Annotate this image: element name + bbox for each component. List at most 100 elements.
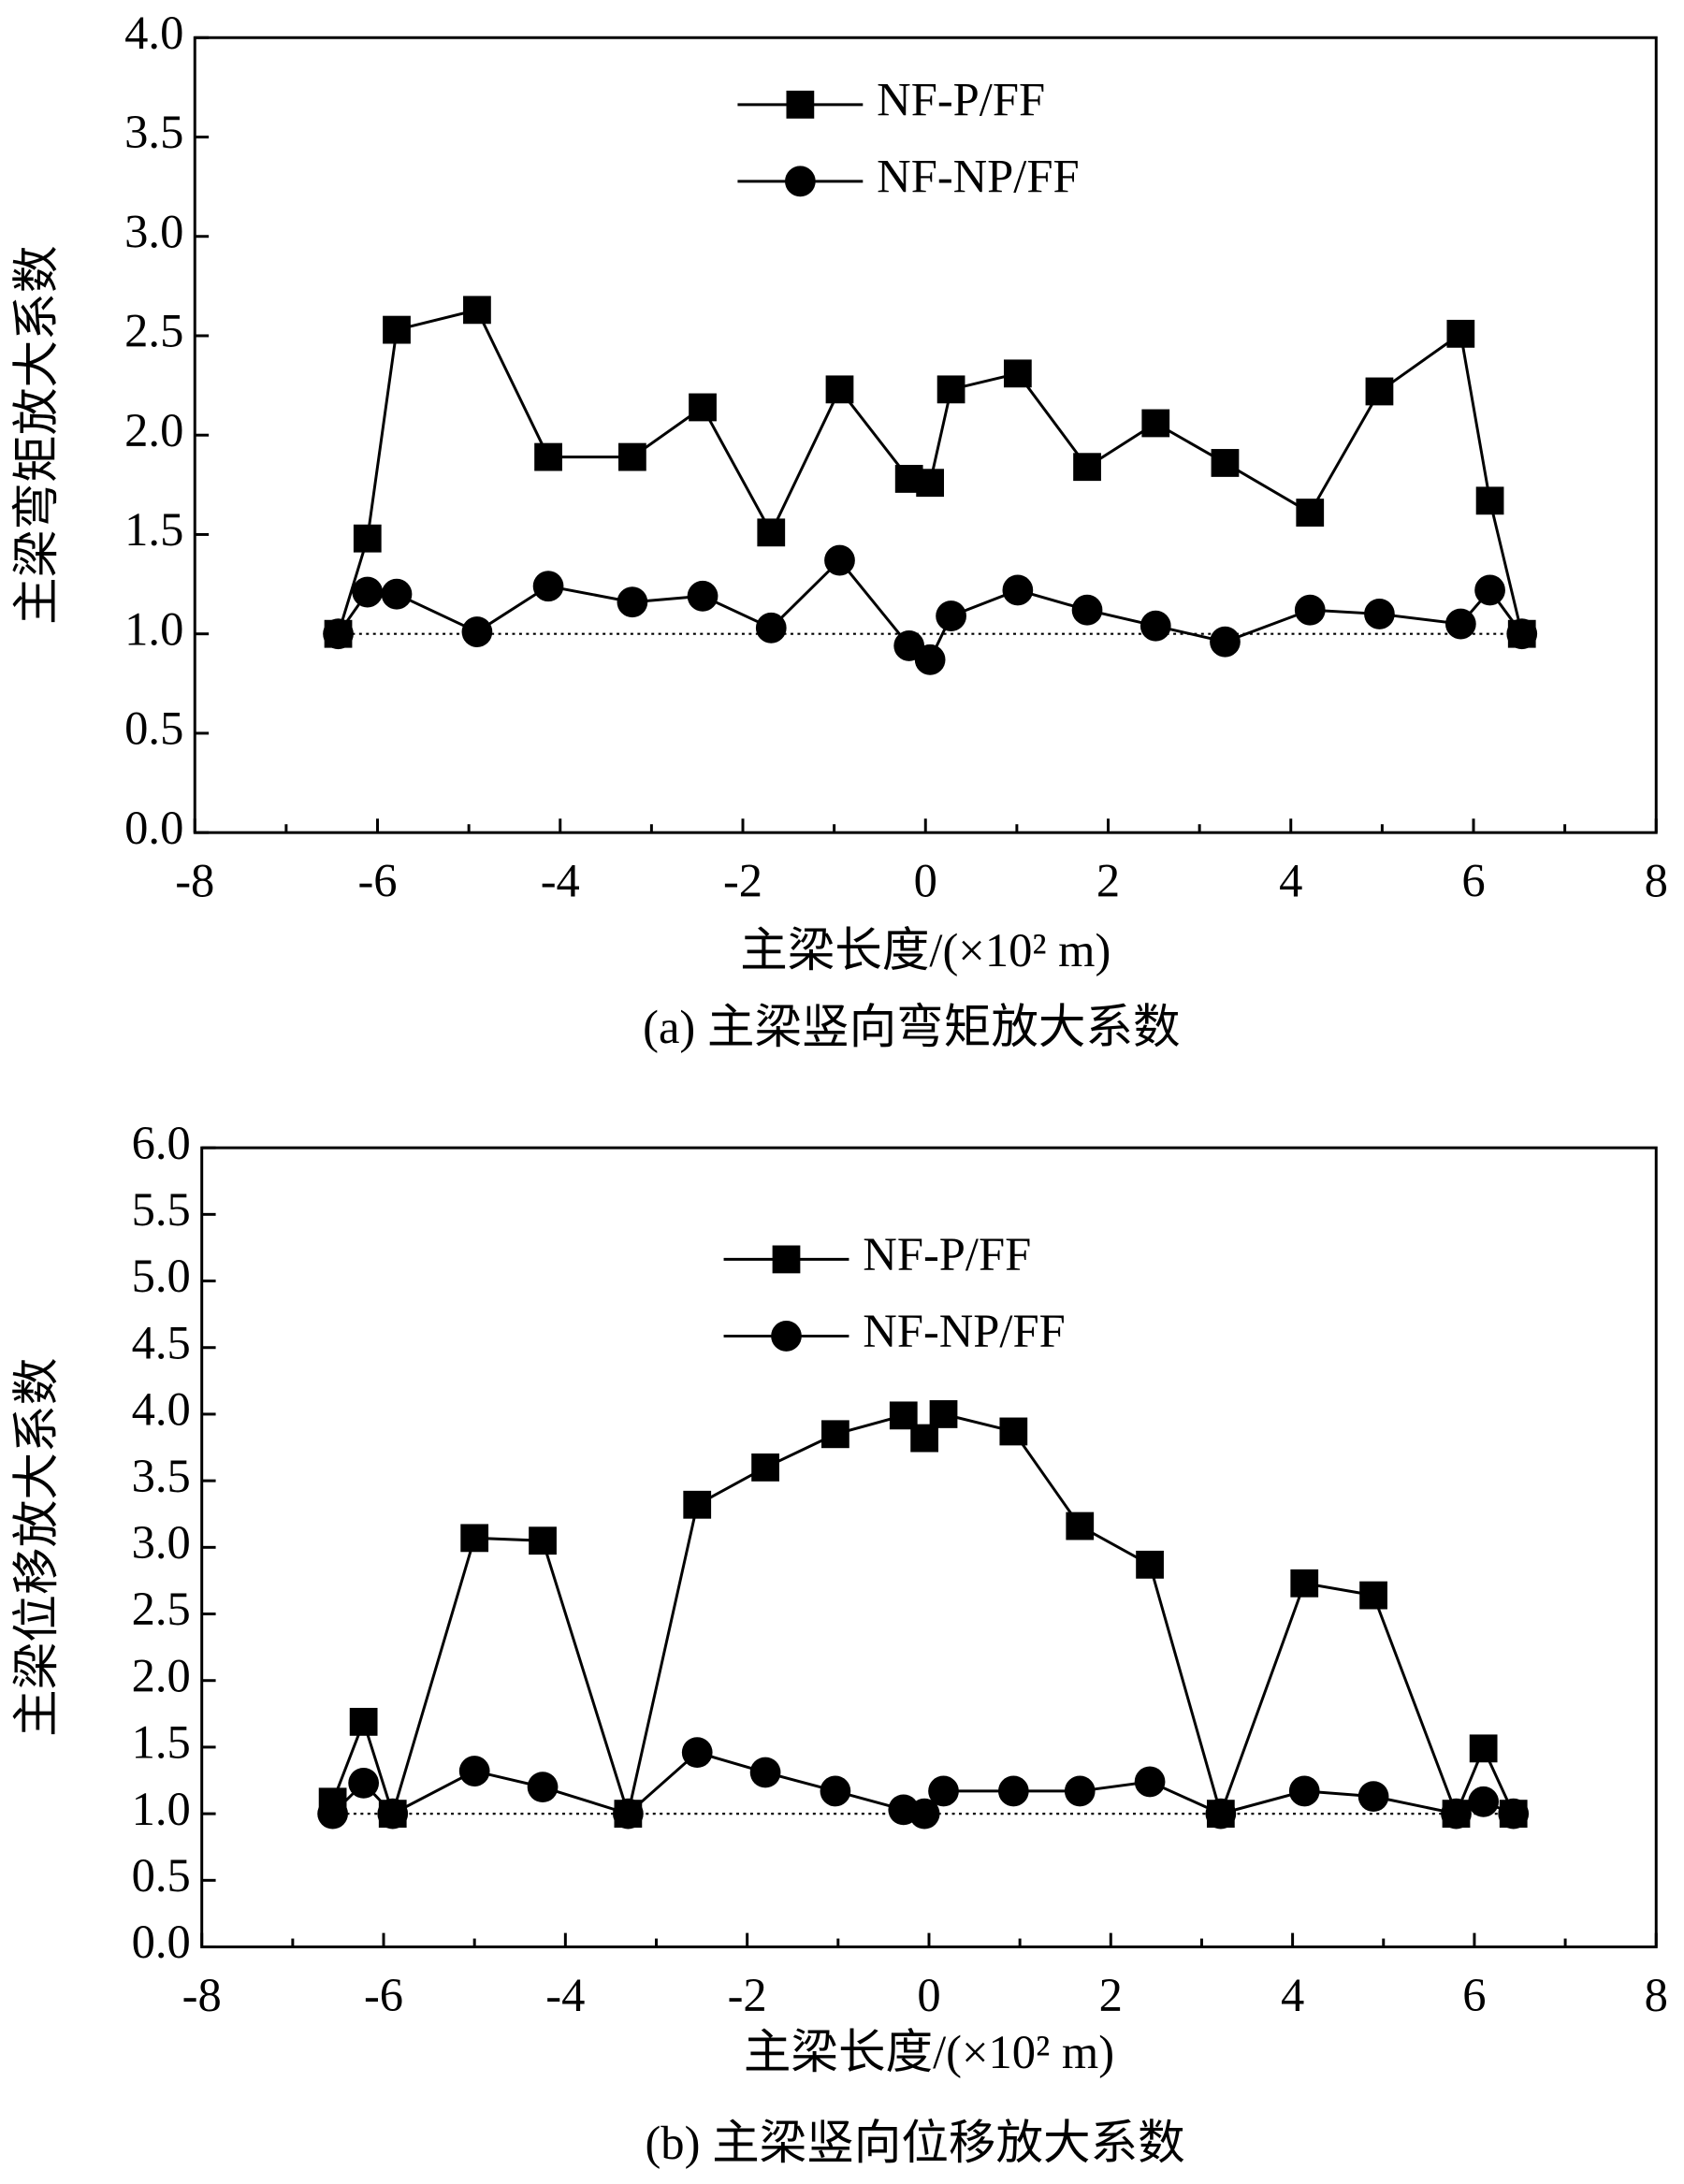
y-tick-label: 1.5	[124, 503, 183, 556]
y-tick-label: 2.5	[124, 305, 183, 357]
y-axis-label: 主梁弯矩放大系数	[10, 245, 63, 624]
marker	[1468, 1786, 1500, 1817]
marker	[317, 1798, 348, 1830]
marker	[1498, 1798, 1530, 1830]
marker	[997, 1775, 1029, 1807]
series-line	[331, 1412, 1516, 1819]
x-tick-label: -6	[364, 1969, 403, 2021]
x-tick-label: 2	[1099, 1969, 1123, 2021]
marker	[527, 1772, 559, 1803]
marker	[929, 1400, 958, 1428]
marker	[999, 1417, 1028, 1446]
legend-label: NF-NP/FF	[877, 150, 1079, 202]
marker	[1134, 1766, 1166, 1798]
legend-marker	[771, 1321, 802, 1352]
y-tick-label: 0.0	[124, 802, 183, 854]
x-tick-label: 8	[1645, 854, 1668, 906]
x-tick-label: 4	[1279, 854, 1302, 906]
x-axis-label: 主梁长度/(×10² m)	[744, 2026, 1114, 2078]
marker	[751, 1453, 779, 1482]
caption: (b) 主梁竖向位移放大系数	[645, 2117, 1184, 2169]
marker	[1073, 453, 1101, 482]
marker	[1506, 618, 1538, 650]
y-tick-label: 0.5	[124, 702, 183, 755]
y-axis-label: 主梁位移放大系数	[10, 1358, 63, 1737]
marker	[1141, 409, 1170, 438]
marker	[348, 1767, 380, 1799]
y-tick-label: 1.5	[132, 1716, 191, 1769]
x-tick-label: -6	[357, 854, 397, 906]
marker	[821, 1420, 849, 1449]
marker	[1446, 319, 1475, 348]
y-tick-label: 5.5	[132, 1183, 191, 1236]
marker	[529, 1526, 557, 1555]
y-tick-label: 4.0	[124, 7, 183, 59]
marker	[825, 375, 854, 404]
marker	[381, 578, 413, 610]
marker	[916, 469, 945, 498]
x-tick-label: 6	[1461, 854, 1485, 906]
x-tick-label: 2	[1096, 854, 1120, 906]
marker	[936, 600, 966, 631]
marker	[377, 1798, 409, 1830]
y-tick-label: 2.0	[132, 1649, 191, 1701]
legend-label: NF-P/FF	[863, 1228, 1031, 1280]
x-tick-label: 4	[1281, 1969, 1304, 2021]
marker	[349, 1707, 378, 1736]
y-tick-label: 6.0	[132, 1117, 191, 1169]
marker	[1136, 1550, 1164, 1579]
x-tick-label: -8	[182, 1969, 222, 2021]
y-tick-label: 5.0	[132, 1250, 191, 1302]
marker	[824, 544, 855, 576]
marker	[1444, 608, 1476, 640]
marker	[1365, 377, 1394, 406]
marker	[1002, 574, 1034, 606]
x-tick-label: -8	[175, 854, 214, 906]
marker	[383, 315, 411, 344]
marker	[1205, 1798, 1237, 1830]
marker	[757, 518, 786, 547]
marker	[1441, 1798, 1472, 1830]
marker	[1357, 1781, 1389, 1813]
marker	[689, 393, 717, 422]
x-tick-label: 6	[1462, 1969, 1486, 2021]
y-tick-label: 2.5	[132, 1583, 191, 1635]
y-tick-label: 2.0	[124, 404, 183, 456]
y-tick-label: 1.0	[132, 1783, 191, 1835]
y-tick-label: 1.0	[124, 602, 183, 655]
marker	[687, 580, 719, 612]
x-axis-label: 主梁长度/(×10² m)	[740, 924, 1111, 976]
marker	[755, 612, 787, 644]
legend-marker	[786, 90, 815, 119]
marker	[1475, 486, 1504, 515]
marker	[352, 576, 384, 608]
marker	[1296, 499, 1325, 527]
marker	[1071, 594, 1103, 626]
marker	[928, 1775, 959, 1807]
marker	[1064, 1775, 1096, 1807]
y-tick-label: 4.0	[132, 1383, 191, 1436]
marker	[534, 442, 562, 471]
y-tick-label: 3.0	[132, 1516, 191, 1569]
marker	[1359, 1581, 1387, 1610]
legend-marker	[772, 1245, 801, 1274]
marker	[683, 1490, 712, 1519]
marker	[1211, 449, 1240, 477]
marker	[618, 442, 646, 471]
marker	[1066, 1511, 1095, 1540]
marker	[463, 296, 491, 325]
marker	[1140, 610, 1171, 642]
marker	[749, 1757, 781, 1788]
y-tick-label: 3.5	[124, 106, 183, 158]
marker	[1474, 574, 1505, 606]
marker	[1290, 1569, 1319, 1598]
marker	[617, 586, 648, 618]
x-tick-label: -2	[723, 854, 762, 906]
caption: (a) 主梁竖向弯矩放大系数	[643, 1001, 1180, 1053]
marker	[532, 571, 564, 602]
legend-marker	[785, 166, 816, 197]
marker	[910, 1424, 938, 1453]
marker	[908, 1798, 940, 1830]
marker	[613, 1798, 644, 1830]
